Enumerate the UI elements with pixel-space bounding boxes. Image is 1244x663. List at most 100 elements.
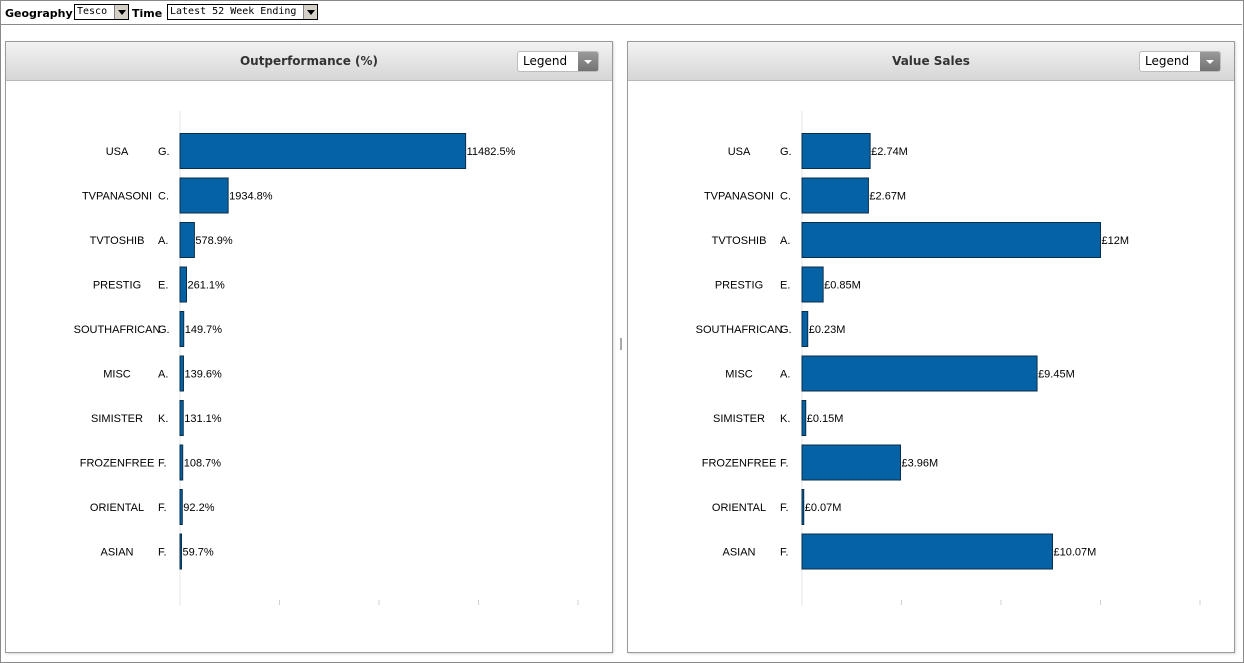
data-label: 59.7% [182, 547, 213, 559]
category-code-label: G. [780, 146, 792, 158]
geography-select[interactable]: Tesco [74, 4, 129, 20]
data-bar[interactable] [801, 355, 1038, 392]
category-code-label: F. [780, 547, 789, 559]
data-bar[interactable] [801, 400, 807, 436]
data-label: £0.15M [807, 413, 844, 425]
data-bar[interactable] [801, 444, 902, 481]
data-label: 261.1% [187, 280, 225, 292]
data-bar[interactable] [179, 400, 184, 436]
category-label: ORIENTAL [90, 502, 144, 514]
category-label: SOUTHAFRICAN [696, 324, 783, 336]
category-label: SIMISTER [713, 413, 765, 425]
category-label: PRESTIG [93, 280, 141, 292]
category-code-label: G. [158, 324, 170, 336]
category-label: TVTOSHIB [712, 235, 767, 247]
chevron-down-icon[interactable] [578, 52, 598, 71]
panel-header: Value Sales Legend [628, 42, 1234, 81]
category-code-label: A. [158, 369, 168, 381]
category-code-label: C. [158, 191, 169, 203]
data-label: £3.96M [902, 458, 939, 470]
data-bar[interactable] [179, 133, 467, 169]
category-code-label: A. [780, 369, 790, 381]
data-bar[interactable] [179, 222, 195, 258]
category-label: USA [728, 146, 751, 158]
data-label: £2.67M [869, 191, 906, 203]
category-label: TVPANASONI [704, 191, 774, 203]
data-bar[interactable] [801, 266, 824, 303]
data-label: £0.85M [824, 280, 861, 292]
data-label: £0.23M [809, 324, 846, 336]
category-code-label: F. [158, 458, 167, 470]
time-select-value: Latest 52 Week Ending [170, 6, 297, 17]
category-code-label: F. [158, 547, 167, 559]
category-code-label: A. [158, 235, 168, 247]
category-label: MISC [725, 369, 753, 381]
time-select[interactable]: Latest 52 Week Ending [167, 4, 318, 20]
legend-dropdown[interactable]: Legend [1139, 51, 1221, 72]
data-label: £9.45M [1038, 369, 1075, 381]
category-code-label: K. [158, 413, 168, 425]
legend-dropdown-label: Legend [523, 54, 568, 68]
category-label: TVPANASONI [82, 191, 152, 203]
category-code-label: A. [780, 235, 790, 247]
data-label: 11482.5% [467, 146, 516, 158]
data-bar[interactable] [801, 133, 871, 169]
category-code-label: E. [158, 280, 168, 292]
category-label: MISC [103, 369, 131, 381]
filter-toolbar: Geography Tesco Time Latest 52 Week Endi… [1, 1, 1242, 25]
data-bar[interactable] [179, 533, 182, 570]
data-bar[interactable] [179, 355, 184, 392]
value-sales-chart: USA G. £2.74M TVPANASONI C. £2.67M TVTOSHIB A. £… [696, 111, 1201, 606]
data-bar[interactable] [801, 311, 809, 347]
chevron-down-icon[interactable] [114, 5, 128, 19]
panel-splitter-handle[interactable] [620, 338, 622, 350]
category-code-label: G. [158, 146, 170, 158]
geography-label: Geography [5, 7, 73, 20]
data-label: 149.7% [185, 324, 223, 336]
legend-dropdown-label: Legend [1145, 54, 1190, 68]
data-bar[interactable] [801, 489, 805, 525]
data-label: £2.74M [871, 146, 908, 158]
category-label: ASIAN [722, 547, 755, 559]
category-code-label: G. [780, 324, 792, 336]
outperformance-panel: Outperformance (%) Legend USA G. 11482.5% T… [5, 41, 613, 653]
data-bar[interactable] [801, 222, 1101, 258]
category-label: TVTOSHIB [90, 235, 145, 247]
legend-dropdown[interactable]: Legend [517, 51, 599, 72]
geography-select-value: Tesco [77, 6, 108, 17]
category-label: SIMISTER [91, 413, 143, 425]
chevron-down-icon[interactable] [1200, 52, 1220, 71]
data-bar[interactable] [179, 489, 183, 525]
data-bar[interactable] [179, 444, 184, 481]
category-label: FROZENFREE [80, 458, 155, 470]
value-sales-panel: Value Sales Legend USA G. £2.74M TVPANASONI… [627, 41, 1235, 653]
data-bar[interactable] [179, 266, 187, 303]
data-label: 108.7% [184, 458, 222, 470]
category-label: SOUTHAFRICAN [74, 324, 161, 336]
data-bar[interactable] [179, 177, 229, 214]
category-code-label: C. [780, 191, 791, 203]
data-label: 578.9% [195, 235, 233, 247]
category-code-label: F. [780, 458, 789, 470]
category-code-label: K. [780, 413, 790, 425]
time-label: Time [132, 7, 163, 20]
data-label: £10.07M [1053, 547, 1096, 559]
chevron-down-icon[interactable] [303, 5, 317, 19]
category-label: USA [106, 146, 129, 158]
data-bar[interactable] [801, 533, 1053, 570]
data-bar[interactable] [179, 311, 185, 347]
data-bar[interactable] [801, 177, 869, 214]
panel-title: Outperformance (%) [239, 54, 379, 68]
category-code-label: F. [158, 502, 167, 514]
outperformance-chart: USA G. 11482.5% TVPANASONI C. 1934.8% TVTOSHIB… [74, 111, 579, 606]
data-label: 92.2% [183, 502, 214, 514]
data-label: 131.1% [184, 413, 222, 425]
category-code-label: F. [780, 502, 789, 514]
data-label: £0.07M [805, 502, 842, 514]
panel-title: Value Sales [892, 54, 970, 68]
category-label: PRESTIG [715, 280, 763, 292]
panel-header: Outperformance (%) Legend [6, 42, 612, 81]
data-label: 139.6% [184, 369, 222, 381]
data-label: £12M [1102, 235, 1130, 247]
category-label: ORIENTAL [712, 502, 766, 514]
